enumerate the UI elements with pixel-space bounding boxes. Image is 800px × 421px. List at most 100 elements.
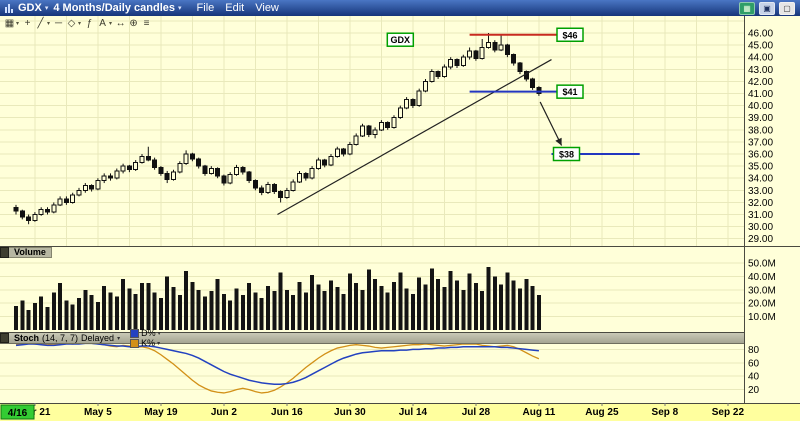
- volume-axis-label: 30.0M: [748, 285, 776, 296]
- candle-body: [397, 107, 403, 119]
- volume-bar: [133, 293, 138, 330]
- crosshair-icon[interactable]: +: [24, 17, 31, 29]
- volume-bar: [530, 285, 535, 330]
- horizontal-line-icon[interactable]: ─: [54, 17, 63, 29]
- date-label: May 19: [144, 407, 178, 418]
- fibonacci-icon[interactable]: ƒ: [86, 17, 93, 29]
- candle-body: [328, 155, 334, 166]
- volume-bar: [492, 276, 497, 330]
- volume-bar: [518, 288, 522, 330]
- menu-file[interactable]: File: [196, 2, 215, 14]
- list-icon[interactable]: ≡: [143, 17, 150, 29]
- panel-icon[interactable]: ▣: [759, 1, 775, 15]
- candle-body: [290, 181, 296, 191]
- candle-body: [63, 198, 69, 203]
- volume-bar: [480, 291, 485, 330]
- date-label: Aug 11: [523, 407, 556, 418]
- trendline-annotation[interactable]: [277, 59, 552, 216]
- volume-bar: [354, 283, 359, 330]
- volume-bar: [310, 275, 315, 330]
- chart-symbol-label-box[interactable]: [386, 32, 415, 47]
- candle-body: [101, 175, 107, 182]
- volume-panel-collapse-handle[interactable]: [0, 247, 9, 258]
- volume-bar: [20, 300, 25, 330]
- trendline-icon-caret[interactable]: ▾: [47, 20, 51, 27]
- layout-grid-icon[interactable]: ▦: [739, 1, 755, 15]
- chart-canvas[interactable]: 46.00 45.0044.0043.0042.0041.0040.0039.00…: [0, 16, 800, 421]
- candle-body: [467, 50, 473, 58]
- candle-body: [38, 209, 44, 216]
- volume-bar: [121, 279, 126, 330]
- symbol-dropdown-caret[interactable]: ▾: [44, 5, 49, 12]
- shape-icon[interactable]: ◇: [67, 17, 76, 29]
- level-label-38-box[interactable]: [552, 146, 581, 162]
- volume-bar: [410, 293, 415, 330]
- candle-body: [133, 161, 139, 171]
- volume-bar: [423, 284, 428, 330]
- volume-bar: [417, 277, 422, 330]
- price-axis-label: 30.00: [748, 222, 773, 233]
- candle-body: [448, 59, 454, 68]
- date-label: Apr 21: [19, 407, 51, 418]
- volume-bar: [247, 283, 252, 330]
- legend-dropdown-caret[interactable]: ▾: [157, 340, 161, 347]
- legend-label[interactable]: K%: [141, 338, 156, 348]
- candle-body: [202, 165, 208, 174]
- volume-bar: [524, 279, 529, 330]
- volume-bar: [373, 279, 378, 330]
- stoch-panel-collapse-handle[interactable]: [0, 333, 9, 343]
- price-axis-label: 43.00: [748, 65, 773, 76]
- candle-body: [271, 183, 277, 193]
- candle-body: [227, 174, 233, 184]
- cursor-date-label: 4/16: [8, 408, 28, 419]
- legend-color-chip: [130, 328, 140, 338]
- chart-style-icon-caret[interactable]: ▾: [16, 20, 20, 27]
- volume-bar: [360, 289, 365, 330]
- trendline-icon[interactable]: ╱: [37, 17, 44, 29]
- volume-bar: [140, 283, 144, 330]
- volume-axis-label: 50.0M: [748, 259, 776, 270]
- shape-icon-caret[interactable]: ▾: [78, 20, 82, 27]
- volume-bar: [32, 303, 37, 330]
- volume-bar: [461, 289, 466, 330]
- text-note-icon[interactable]: A: [99, 17, 106, 29]
- zoom-icon[interactable]: ⊕: [129, 17, 138, 29]
- candle-body: [152, 159, 158, 168]
- timeframe-dropdown-caret[interactable]: ▾: [178, 5, 182, 12]
- legend-dropdown-caret[interactable]: ▾: [157, 330, 161, 337]
- drawing-toolbar: ▦ ▾ + ╱ ▾ ─ ◇ ▾ ƒ A ▾ ↔ ⊕ ≡: [4, 17, 152, 29]
- menu-edit[interactable]: Edit: [225, 2, 245, 14]
- level-label-38-text: $38: [559, 150, 574, 160]
- volume-bar: [221, 293, 226, 330]
- volume-panel-label[interactable]: Volume: [9, 247, 52, 258]
- candle-body: [429, 71, 435, 82]
- volume-bar: [385, 292, 390, 330]
- stoch-dropdown-caret[interactable]: ▾: [117, 335, 121, 342]
- stoch-indicator-name[interactable]: Stoch: [14, 333, 40, 343]
- level-label-46-box[interactable]: [556, 27, 584, 43]
- candle-body: [120, 165, 126, 172]
- price-axis-label: 29.00: [748, 234, 773, 245]
- volume-bar: [467, 273, 472, 330]
- candle-body: [221, 175, 227, 184]
- titlebar-symbol[interactable]: GDX: [18, 2, 42, 14]
- level-label-41-box[interactable]: [556, 84, 584, 99]
- pan-icon[interactable]: ↔: [115, 17, 126, 29]
- menu-view[interactable]: View: [255, 2, 279, 14]
- chart-style-icon[interactable]: ▦: [4, 17, 15, 29]
- legend-label[interactable]: D%: [141, 328, 156, 338]
- volume-bar: [184, 271, 189, 330]
- candle-body: [423, 80, 428, 92]
- volume-bar: [196, 289, 201, 330]
- window-titlebar: GDX ▾ 4 Months/Daily candles ▾ File Edit…: [0, 0, 800, 16]
- titlebar-timeframe[interactable]: 4 Months/Daily candles: [53, 2, 176, 14]
- volume-bar: [455, 280, 459, 330]
- volume-bar: [448, 271, 453, 330]
- candle-body: [492, 42, 498, 51]
- text-note-icon-caret[interactable]: ▾: [109, 20, 113, 27]
- arrow-annotation[interactable]: [539, 101, 563, 146]
- candle-body: [171, 171, 176, 180]
- window-icon[interactable]: ▢: [779, 1, 795, 15]
- candle-body: [486, 42, 491, 48]
